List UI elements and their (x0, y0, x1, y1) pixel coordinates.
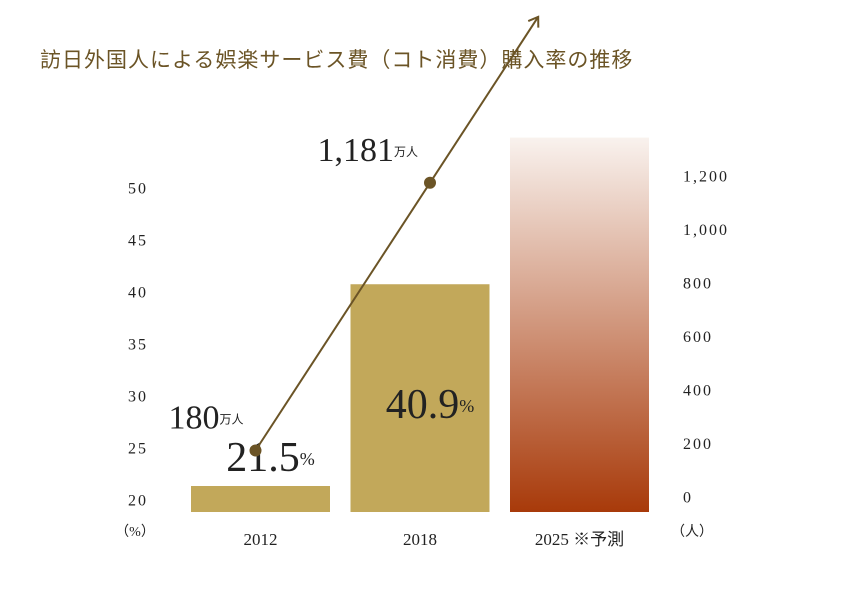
line-value-unit: 万人 (394, 145, 418, 159)
bar-value: 21.5 (226, 435, 300, 481)
chart-title: 訪日外国人による娯楽サービス費（コト消費）購入率の推移 (40, 48, 633, 72)
x-tick-label: 2018 (403, 530, 437, 549)
y-tick-label: 40 (128, 284, 148, 301)
y-tick-label: 25 (128, 440, 148, 457)
line-value: 1,181 (317, 132, 394, 169)
y2-tick-label: 600 (683, 329, 713, 346)
y-tick-label: 35 (128, 336, 148, 353)
arrow-extension (429, 15, 540, 184)
y2-tick-label: 0 (683, 489, 693, 506)
y-tick-label: 45 (128, 232, 148, 249)
line-value-label: 1,181万人 (317, 132, 418, 169)
x-tick-label: 2025 ※予測 (535, 530, 624, 549)
line (254, 182, 431, 452)
y2-tick-label: 400 (683, 382, 713, 399)
line-value: 180 (168, 399, 219, 436)
bar-value-label: 40.9% (386, 382, 475, 428)
bar (350, 284, 490, 512)
bar-value-unit: % (459, 396, 474, 416)
y-tick-label: 20 (128, 492, 148, 509)
y-tick-label: 30 (128, 388, 148, 405)
bar-value: 40.9 (386, 382, 460, 428)
line-value-label: 180万人 (168, 399, 243, 436)
line-point (249, 444, 262, 457)
y-unit: （%） (115, 524, 155, 540)
y2-unit: （人） (671, 524, 713, 540)
x-tick-label: 2012 (244, 530, 278, 549)
y2-tick-label: 1,000 (683, 222, 729, 239)
y-tick-label: 50 (128, 180, 148, 197)
bar-value-unit: % (300, 449, 315, 469)
line-value-unit: 万人 (219, 412, 243, 426)
bar-value-label: 21.5% (226, 435, 315, 481)
y2-tick-label: 1,200 (683, 168, 729, 185)
y2-tick-label: 800 (683, 275, 713, 292)
y2-tick-label: 200 (683, 436, 713, 453)
forecast-bar (510, 137, 649, 512)
line-point (424, 176, 436, 189)
bar (191, 486, 330, 512)
